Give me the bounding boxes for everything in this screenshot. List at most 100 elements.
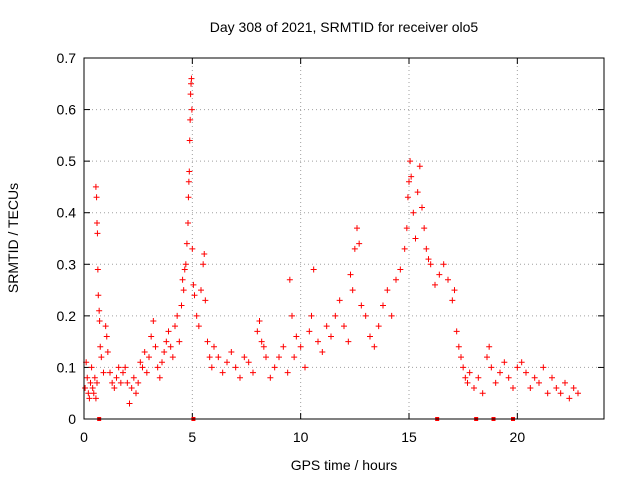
- data-point: [190, 281, 197, 288]
- data-point: [206, 354, 213, 361]
- data-point: [84, 374, 91, 381]
- data-point: [406, 178, 412, 185]
- y-tick-label: 0: [68, 411, 76, 427]
- data-point: [310, 266, 317, 273]
- data-point: [263, 354, 269, 361]
- data-point: [505, 374, 512, 381]
- data-point: [82, 385, 89, 392]
- x-tick-label: 15: [401, 429, 417, 445]
- data-point: [388, 312, 395, 319]
- x-axis-label: GPS time / hours: [291, 457, 398, 473]
- data-point: [98, 354, 105, 361]
- data-point: [180, 287, 187, 294]
- data-point: [308, 312, 315, 319]
- x-tick-label: 10: [293, 429, 309, 445]
- data-point: [464, 379, 471, 386]
- data-point: [87, 379, 94, 386]
- y-tick-label: 0.6: [57, 102, 77, 118]
- data-point: [195, 323, 202, 330]
- data-point: [185, 194, 192, 201]
- data-point: [172, 323, 178, 330]
- data-point: [256, 318, 263, 325]
- data-point: [466, 369, 473, 376]
- data-point: [449, 297, 456, 304]
- data-point: [518, 359, 525, 366]
- data-point: [111, 385, 118, 392]
- data-point: [92, 395, 99, 402]
- y-tick-label: 0.1: [57, 359, 77, 375]
- data-point: [159, 359, 165, 366]
- data-point: [371, 343, 378, 350]
- data-point: [254, 328, 261, 335]
- data-point: [141, 348, 148, 355]
- data-point: [191, 292, 198, 299]
- data-point: [575, 390, 581, 397]
- data-point: [280, 343, 287, 350]
- y-tick-label: 0.2: [57, 308, 77, 324]
- data-point: [488, 364, 495, 371]
- data-point: [113, 374, 120, 381]
- data-point: [152, 343, 159, 350]
- data-point: [510, 385, 516, 392]
- data-point: [179, 276, 186, 283]
- x-tick-label: 0: [80, 429, 88, 445]
- data-point: [237, 374, 243, 381]
- axis-ticks: 0 0.1 0.2 0.3 0.4 0.5 0.6 0.7 0 5 10 15 20: [57, 50, 604, 445]
- data-point: [181, 266, 188, 273]
- data-point: [126, 400, 133, 407]
- data-point: [497, 369, 503, 376]
- data-point: [276, 354, 282, 361]
- data-point: [562, 379, 568, 386]
- data-point: [289, 312, 295, 319]
- data-point: [161, 348, 168, 355]
- data-point: [375, 323, 382, 330]
- data-point: [215, 354, 222, 361]
- data-point: [319, 348, 326, 355]
- data-point: [188, 80, 195, 87]
- data-point: [169, 354, 176, 361]
- data-point: [475, 374, 482, 381]
- data-point: [544, 390, 551, 397]
- data-point: [150, 318, 157, 325]
- data-point: [408, 173, 415, 180]
- data-point: [421, 225, 428, 232]
- data-point: [367, 333, 373, 340]
- data-point: [185, 178, 192, 185]
- data-point: [540, 364, 547, 371]
- data-point: [404, 194, 411, 201]
- data-point: [201, 250, 208, 257]
- data-point: [445, 276, 451, 283]
- data-point: [86, 395, 93, 402]
- data-point: [186, 137, 193, 144]
- grid-lines: [84, 58, 604, 419]
- data-point: [224, 359, 230, 366]
- data-point: [137, 359, 144, 366]
- data-point: [432, 281, 438, 288]
- data-point: [453, 328, 460, 335]
- data-point: [211, 343, 217, 350]
- data-point: [182, 261, 189, 268]
- data-point: [143, 369, 150, 376]
- data-point: [419, 204, 425, 211]
- data-point: [351, 245, 358, 252]
- data-point: [122, 364, 129, 371]
- data-point: [200, 261, 207, 268]
- data-point: [94, 230, 101, 237]
- data-point: [523, 369, 529, 376]
- data-point: [297, 343, 304, 350]
- data-point: [102, 323, 109, 330]
- data-point: [414, 189, 421, 196]
- data-point: [410, 209, 417, 216]
- data-point: [362, 312, 369, 319]
- data-point: [241, 354, 248, 361]
- data-point: [92, 183, 99, 190]
- data-point: [128, 385, 135, 392]
- data-point: [566, 395, 573, 402]
- data-point: [97, 343, 104, 350]
- data-point: [250, 369, 256, 376]
- data-point: [94, 266, 101, 273]
- data-point: [315, 338, 321, 345]
- data-point: [479, 390, 486, 397]
- data-point: [401, 245, 408, 252]
- data-point: [165, 328, 172, 335]
